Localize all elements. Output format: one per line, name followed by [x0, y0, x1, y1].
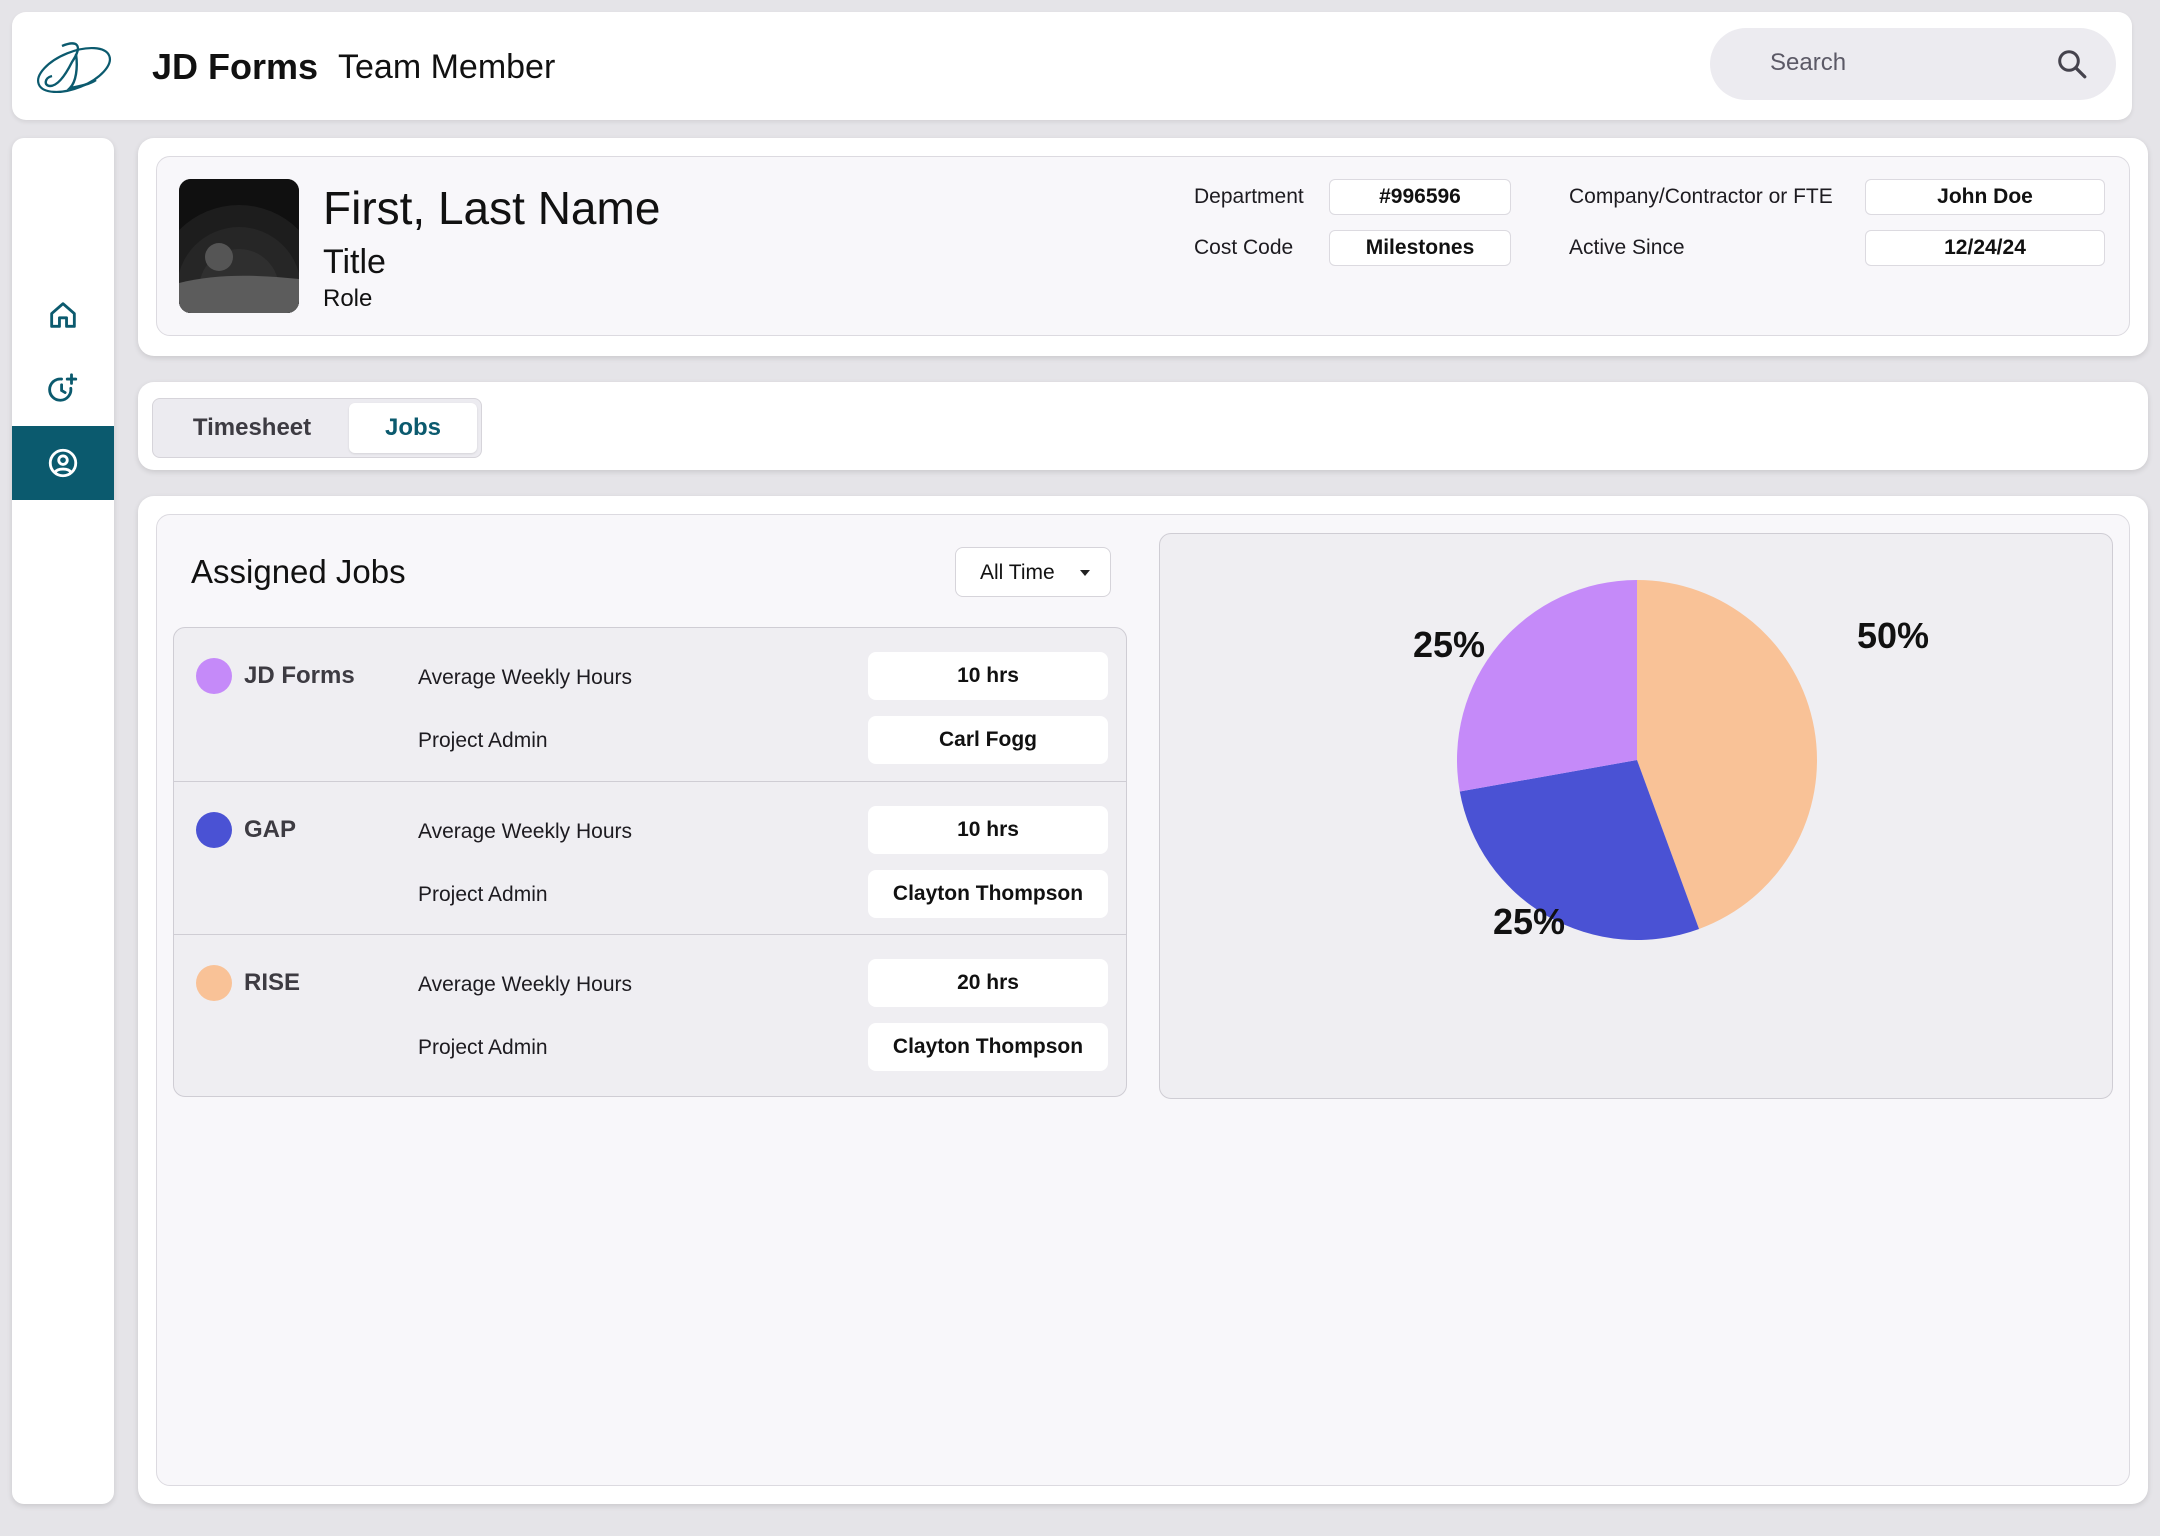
sidebar-item-home[interactable] [12, 278, 114, 352]
pie-label-rise: 50% [1857, 615, 1929, 656]
avatar-image [179, 179, 299, 313]
job-row: GAP Average Weekly Hours 10 hrs Project … [174, 781, 1126, 934]
search-placeholder: Search [1770, 49, 1847, 76]
hours-value[interactable]: 10 hrs [868, 806, 1108, 854]
hours-label: Average Weekly Hours [418, 820, 632, 843]
pie-label-jd-forms: 25% [1413, 624, 1485, 665]
active-since-label: Active Since [1569, 236, 1685, 259]
jobs-list: JD Forms Average Weekly Hours 10 hrs Pro… [173, 627, 1127, 1097]
tab-timesheet[interactable]: Timesheet [192, 414, 312, 441]
job-color-dot [196, 812, 232, 848]
hours-value[interactable]: 20 hrs [868, 959, 1108, 1007]
job-row: JD Forms Average Weekly Hours 10 hrs Pro… [174, 628, 1126, 781]
department-value[interactable]: #996596 [1329, 179, 1511, 215]
member-name: First, Last Name [323, 182, 661, 234]
user-circle-icon [48, 448, 78, 478]
hours-label: Average Weekly Hours [418, 973, 632, 996]
pie-chart: 50% 25% 25% [1413, 580, 1929, 942]
sidebar-item-profile[interactable] [12, 426, 114, 500]
job-color-dot [196, 965, 232, 1001]
company-value[interactable]: John Doe [1865, 179, 2105, 215]
jobs-card: Assigned Jobs All Time JD Forms Average … [138, 496, 2148, 1504]
tabs-card: Timesheet Jobs [138, 382, 2148, 470]
time-filter-dropdown[interactable]: All Time [955, 547, 1111, 597]
page-title: Team Member [338, 48, 556, 86]
pie-slice-rise[interactable] [1637, 580, 1817, 929]
pie-label-gap: 25% [1493, 901, 1565, 942]
caret-down-icon [1080, 570, 1090, 576]
admin-label: Project Admin [418, 883, 548, 906]
search-input[interactable]: Search [1710, 28, 2116, 100]
admin-value[interactable]: Clayton Thompson [868, 870, 1108, 918]
profile-card: First, Last Name Title Role Department #… [138, 138, 2148, 356]
company-label: Company/Contractor or FTE [1569, 185, 1833, 208]
clock-add-icon [48, 373, 78, 402]
member-role: Role [323, 285, 373, 312]
home-icon [50, 302, 76, 328]
pie-chart-panel: 50% 25% 25% [1159, 533, 2113, 1099]
jd-logo-icon[interactable] [32, 32, 116, 102]
job-row: RISE Average Weekly Hours 20 hrs Project… [174, 934, 1126, 1087]
job-name: RISE [244, 969, 301, 996]
admin-label: Project Admin [418, 1036, 548, 1059]
tab-jobs[interactable]: Jobs [349, 403, 477, 453]
admin-value[interactable]: Clayton Thompson [868, 1023, 1108, 1071]
job-color-dot [196, 658, 232, 694]
app-name: JD Forms [152, 46, 319, 87]
hours-value[interactable]: 10 hrs [868, 652, 1108, 700]
section-title: Assigned Jobs [191, 553, 406, 590]
search-icon[interactable] [2054, 46, 2090, 82]
cost-code-value[interactable]: Milestones [1329, 230, 1511, 266]
pie-slice-jd-forms[interactable] [1457, 580, 1637, 792]
active-since-value[interactable]: 12/24/24 [1865, 230, 2105, 266]
job-name: JD Forms [244, 662, 355, 689]
avatar[interactable] [179, 179, 299, 313]
profile-details: First, Last Name Title Role Department #… [156, 156, 2130, 336]
department-label: Department [1194, 185, 1304, 208]
jobs-content: Assigned Jobs All Time JD Forms Average … [156, 514, 2130, 1486]
sidebar-item-time[interactable] [12, 352, 114, 426]
job-name: GAP [244, 816, 297, 843]
admin-label: Project Admin [418, 729, 548, 752]
cost-code-label: Cost Code [1194, 236, 1294, 259]
member-title: Title [323, 243, 386, 281]
tab-group: Timesheet Jobs [152, 398, 482, 458]
time-filter-value: All Time [980, 561, 1055, 584]
hours-label: Average Weekly Hours [418, 666, 632, 689]
top-bar: JD Forms Team Member Search [12, 12, 2132, 120]
pie-slice-gap[interactable] [1459, 760, 1700, 940]
admin-value[interactable]: Carl Fogg [868, 716, 1108, 764]
sidebar [12, 138, 114, 1504]
